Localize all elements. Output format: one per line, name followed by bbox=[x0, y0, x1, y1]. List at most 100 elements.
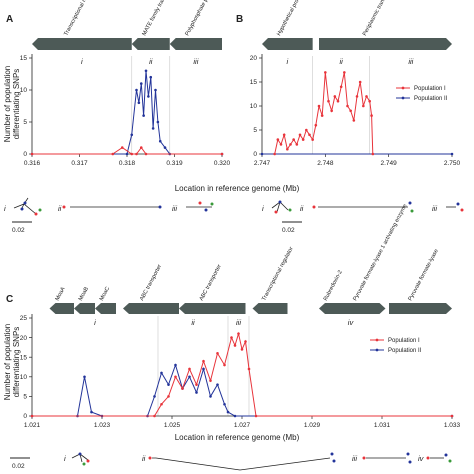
data-point-b-pop1-0 bbox=[273, 152, 276, 156]
legend-label-c-0: Population I bbox=[388, 338, 420, 344]
gene-arrow-c-1 bbox=[74, 303, 95, 314]
gene-arrow-c-0 bbox=[49, 303, 74, 314]
gene-arrow-a-1 bbox=[131, 38, 170, 50]
region-label-c-iii: iii bbox=[236, 318, 241, 327]
panel-letter-c: C bbox=[6, 294, 13, 305]
data-point-b-pop1-10 bbox=[305, 128, 308, 132]
data-point-b-pop1-19 bbox=[333, 95, 337, 98]
legend-label-b-0: Population I bbox=[414, 86, 446, 92]
series-line-a-pop1 bbox=[32, 146, 222, 155]
region-label-c-i: i bbox=[94, 318, 96, 327]
gene-label-c-2: MoaC bbox=[99, 286, 111, 302]
data-point-c-pop1-15 bbox=[240, 348, 244, 351]
data-point-b-pop1-32 bbox=[371, 152, 375, 156]
tree-label-b-i: i bbox=[262, 204, 264, 213]
y-tick-label-c-2: 10 bbox=[20, 374, 28, 381]
data-point-b-pop1-5 bbox=[289, 143, 292, 146]
data-point-b-pop1-17 bbox=[327, 99, 330, 103]
data-point-a-pop1-2 bbox=[120, 146, 124, 149]
gene-label-c-8: Pyruvate formate-lyase bbox=[408, 248, 440, 302]
gene-arrow-b-1 bbox=[319, 38, 452, 50]
series-line-a-pop2 bbox=[32, 70, 222, 155]
data-point-b-pop1-12 bbox=[311, 138, 314, 141]
y-tick-label-c-5: 25 bbox=[20, 315, 28, 322]
data-point-c-pop1-14 bbox=[237, 332, 240, 335]
data-point-a-pop2-10 bbox=[151, 127, 155, 130]
data-point-c-pop1-2 bbox=[160, 402, 163, 406]
data-point-c-pop2-14 bbox=[209, 395, 212, 398]
tree-label-b-iii: iii bbox=[432, 204, 437, 213]
legend-marker-b-1 bbox=[401, 96, 405, 100]
gene-arrow-a-0 bbox=[32, 38, 132, 50]
gene-label-b-0: Hypothetical protein bbox=[276, 0, 305, 37]
data-point-c-pop2-2 bbox=[83, 375, 86, 379]
y-tick-label-c-4: 20 bbox=[20, 335, 28, 342]
data-point-c-pop1-9 bbox=[209, 379, 212, 383]
y-tick-label-c-3: 15 bbox=[20, 354, 28, 361]
tree-label-a-i: i bbox=[4, 204, 6, 213]
x-tick-label-c-1: 1.023 bbox=[94, 422, 111, 429]
gene-label-a-1: MATE family transporter bbox=[142, 0, 175, 37]
tree-label-c-ii: ii bbox=[142, 454, 146, 463]
data-point-a-pop1-3 bbox=[130, 152, 134, 156]
data-point-c-pop1-7 bbox=[195, 383, 198, 386]
gene-arrow-b-0 bbox=[262, 38, 313, 50]
y-tick-label-a-0: 0 bbox=[23, 151, 27, 158]
region-label-c-ii: ii bbox=[191, 318, 195, 327]
data-point-b-pop1-3 bbox=[282, 133, 286, 137]
data-point-a-pop2-8 bbox=[147, 95, 150, 98]
x-axis-label-c: Location in reference genome (Mb) bbox=[175, 433, 300, 442]
data-point-b-pop1-15 bbox=[320, 114, 324, 117]
scale-bar-ab: 0.02 0.02 bbox=[12, 221, 302, 234]
gene-label-c-0: MoaA bbox=[55, 286, 67, 302]
tree-label-b-ii: ii bbox=[300, 204, 304, 213]
y-tick-label-c-1: 5 bbox=[23, 394, 27, 401]
gene-label-a-0: Transcriptional regulator bbox=[63, 0, 97, 37]
gene-label-c-5: Transcriptional regulator bbox=[261, 246, 295, 302]
tree-label-c-iv: iv bbox=[418, 454, 425, 463]
data-point-c-pop1-10 bbox=[216, 351, 219, 355]
data-point-b-pop1-22 bbox=[343, 71, 346, 74]
data-point-a-pop2-1 bbox=[125, 152, 129, 156]
scale-bar-label-b: 0.02 bbox=[282, 227, 295, 234]
tree-label-a-ii: ii bbox=[58, 204, 62, 213]
data-point-a-pop2-2 bbox=[130, 133, 134, 137]
data-point-c-pop1-18 bbox=[254, 414, 258, 418]
gene-arrow-c-5 bbox=[252, 303, 288, 314]
data-point-b-pop1-21 bbox=[339, 85, 343, 89]
data-point-c-pop2-6 bbox=[153, 395, 156, 398]
data-point-c-pop2-3 bbox=[90, 410, 93, 414]
data-point-a-pop1-6 bbox=[144, 152, 148, 156]
tree-label-c-i: i bbox=[64, 454, 66, 463]
y-tick-label-a-3: 15 bbox=[20, 55, 28, 62]
data-point-b-pop1-9 bbox=[301, 138, 305, 141]
data-point-a-pop2-5 bbox=[139, 82, 143, 85]
y-tick-label-b-1: 5 bbox=[253, 127, 257, 134]
scale-bar-c: 0.02 bbox=[10, 457, 30, 470]
y-tick-label-b-2: 10 bbox=[250, 103, 258, 110]
gene-arrow-a-2 bbox=[169, 38, 222, 50]
region-label-a-i: i bbox=[81, 57, 83, 66]
region-label-c-iv: iv bbox=[348, 318, 355, 327]
y-tick-label-a-1: 5 bbox=[23, 119, 27, 126]
y-axis-label-top-line2: differentiating SNPs bbox=[12, 69, 21, 140]
data-point-c-pop1-5 bbox=[181, 387, 184, 390]
data-point-c-pop1-11 bbox=[223, 363, 226, 367]
data-point-b-pop1-20 bbox=[336, 99, 340, 103]
gene-arrow-c-7 bbox=[340, 303, 386, 314]
x-axis-label-top: Location in reference genome (Mb) bbox=[175, 184, 300, 193]
y-tick-label-b-4: 20 bbox=[250, 55, 258, 62]
data-point-c-pop1-13 bbox=[233, 344, 237, 347]
data-point-a-pop1-1 bbox=[111, 152, 115, 156]
data-point-a-pop1-5 bbox=[139, 146, 143, 149]
tree-label-a-iii: iii bbox=[172, 204, 177, 213]
data-point-c-pop2-12 bbox=[195, 391, 198, 394]
data-point-a-pop2-4 bbox=[137, 101, 141, 105]
tree-dots-c bbox=[78, 452, 452, 466]
data-point-c-pop1-4 bbox=[174, 375, 177, 379]
region-label-b-ii: ii bbox=[339, 57, 343, 66]
region-label-a-iii: iii bbox=[193, 57, 198, 66]
data-point-b-pop1-18 bbox=[330, 109, 333, 113]
gene-arrow-c-3 bbox=[123, 303, 179, 314]
y-axis-label-c-line2: differentiating SNPs bbox=[12, 327, 21, 398]
